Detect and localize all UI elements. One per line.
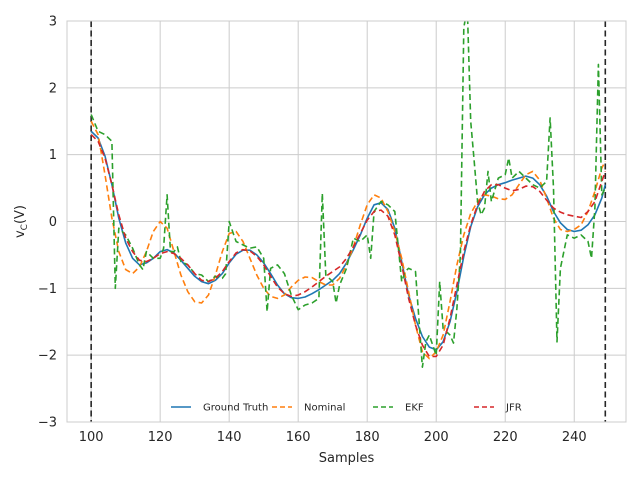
x-tick-label: 180 bbox=[355, 430, 380, 445]
x-tick-label: 120 bbox=[148, 430, 173, 445]
series-line-ekf bbox=[90, 21, 607, 368]
x-tick-label: 100 bbox=[79, 430, 104, 445]
legend-label: Nominal bbox=[304, 403, 345, 414]
x-axis-label: Samples bbox=[319, 451, 375, 466]
y-axis-label-subscript: C bbox=[20, 224, 30, 230]
y-axis-label-unit: (V) bbox=[13, 205, 28, 224]
legend-label: Ground Truth bbox=[203, 403, 268, 414]
y-tick-labels: −3 −2 −1 0 1 2 3 bbox=[38, 15, 57, 431]
y-tick-label: −2 bbox=[38, 349, 57, 364]
x-tick-label: 240 bbox=[562, 430, 587, 445]
y-axis-label-main: v bbox=[13, 230, 28, 238]
legend-label: JFR bbox=[505, 403, 522, 414]
y-axis-label: vC(V) bbox=[13, 205, 30, 238]
y-tick-label: −1 bbox=[38, 282, 57, 297]
x-tick-labels: 100 120 140 160 180 200 220 240 bbox=[79, 430, 587, 445]
y-tick-label: −3 bbox=[38, 416, 57, 431]
y-tick-label: 3 bbox=[49, 15, 57, 30]
x-tick-label: 200 bbox=[424, 430, 449, 445]
series-lines bbox=[90, 21, 607, 368]
legend-label: EKF bbox=[405, 403, 424, 414]
gridlines bbox=[67, 20, 626, 423]
plot-frame bbox=[66, 20, 627, 423]
legend: Ground Truth Nominal EKF JFR bbox=[171, 403, 522, 414]
x-tick-label: 160 bbox=[286, 430, 311, 445]
series-line-ground-truth bbox=[90, 130, 607, 351]
x-tick-label: 140 bbox=[217, 430, 242, 445]
series-line-nominal bbox=[90, 120, 607, 360]
y-tick-label: 0 bbox=[49, 215, 57, 230]
y-tick-label: 2 bbox=[49, 81, 57, 96]
series-line-jfr bbox=[90, 134, 607, 358]
reference-vertical-lines bbox=[90, 21, 607, 422]
y-tick-label: 1 bbox=[49, 148, 57, 163]
x-tick-label: 220 bbox=[493, 430, 518, 445]
